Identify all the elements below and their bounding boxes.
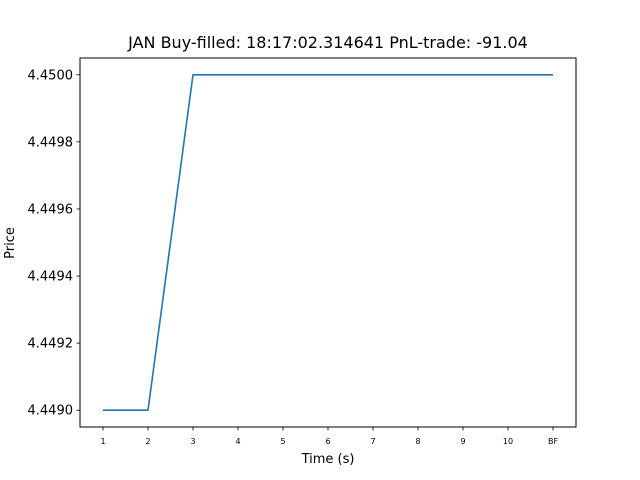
x-axis-label: Time (s) [301, 452, 355, 467]
x-tick-label: 5 [280, 437, 285, 446]
y-tick-label: 4.4500 [28, 68, 74, 83]
y-tick-label: 4.4498 [28, 135, 74, 150]
x-tick-label: 1 [100, 437, 105, 446]
x-tick-label: BF [548, 437, 558, 446]
x-tick-label: 4 [235, 437, 240, 446]
y-axis-label: Price [3, 227, 18, 259]
x-tick-label: 6 [325, 437, 330, 446]
y-tick-label: 4.4496 [28, 202, 74, 217]
x-tick-label: 8 [415, 437, 420, 446]
y-tick-label: 4.4492 [28, 337, 74, 352]
x-tick-label: 2 [145, 437, 150, 446]
x-tick-label: 10 [503, 437, 513, 446]
y-tick-label: 4.4490 [28, 404, 74, 419]
x-tick-label: 7 [370, 437, 375, 446]
x-tick-label: 9 [460, 437, 465, 446]
plot-area: 1 2 3 4 5 6 7 8 9 10 BF 4.4490 4.4492 4.4494 4.4496 4.4… [28, 68, 559, 446]
axes-frame [79, 57, 577, 428]
y-tick-label: 4.4494 [28, 270, 74, 285]
chart-title: JAN Buy-filled: 18:17:02.314641 PnL-trad… [127, 33, 528, 52]
x-tick-label: 3 [190, 437, 195, 446]
price-series-line [103, 73, 553, 412]
